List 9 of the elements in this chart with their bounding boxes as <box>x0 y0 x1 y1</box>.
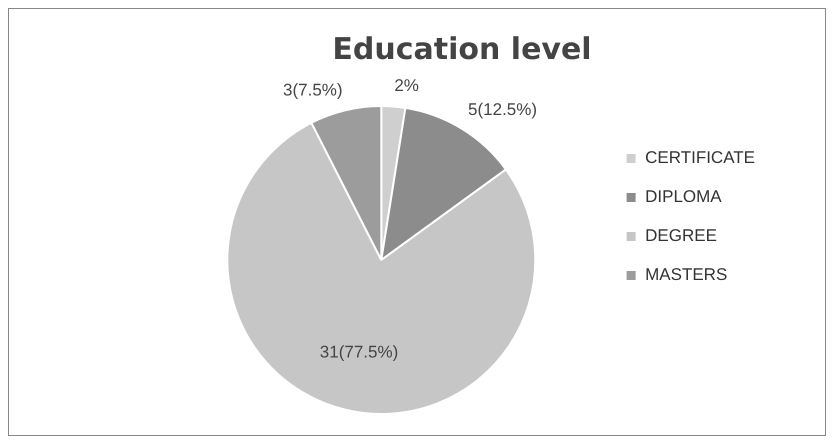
legend-label: DIPLOMA <box>645 187 722 206</box>
chart-title: Education level <box>332 32 592 67</box>
legend-label: CERTIFICATE <box>645 148 756 168</box>
data-label: 2% <box>394 76 419 96</box>
legend-label: MASTERS <box>645 265 728 284</box>
legend-label: DEGREE <box>645 226 717 246</box>
data-label: 31(77.5%) <box>320 342 398 362</box>
data-label: 5(12.5%) <box>468 100 538 120</box>
data-label: 3(7.5%) <box>283 80 343 100</box>
